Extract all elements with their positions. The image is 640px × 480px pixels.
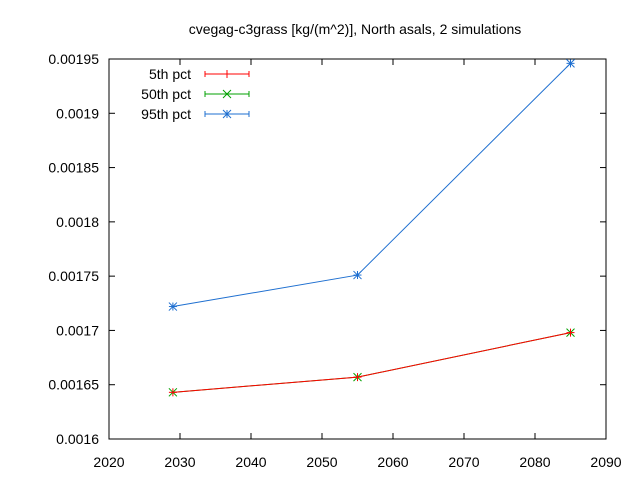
x-tick-label: 2070 bbox=[448, 454, 479, 470]
series-2 bbox=[168, 328, 575, 397]
y-tick-label: 0.0016 bbox=[56, 431, 99, 447]
y-tick-label: 0.00185 bbox=[48, 160, 99, 176]
series-line bbox=[172, 332, 571, 393]
legend-marker bbox=[222, 89, 232, 99]
legend-label: 50th pct bbox=[141, 86, 191, 102]
chart-title: cvegag-c3grass [kg/(m^2)], North asals, … bbox=[189, 21, 522, 37]
y-tick-label: 0.00195 bbox=[48, 51, 99, 67]
data-point bbox=[566, 328, 575, 337]
data-point bbox=[353, 270, 362, 280]
data-point bbox=[168, 388, 177, 397]
y-tick-label: 0.0019 bbox=[56, 105, 99, 121]
x-tick-label: 2020 bbox=[93, 454, 124, 470]
plot-frame bbox=[108, 58, 607, 440]
y-tick-label: 0.00175 bbox=[48, 268, 99, 284]
legend-entry: 95th pct bbox=[141, 106, 250, 122]
y-tick-label: 0.0018 bbox=[56, 214, 99, 230]
legend: 5th pct 50th pct 95th pct bbox=[141, 66, 250, 122]
legend-entry: 50th pct bbox=[141, 86, 250, 102]
x-tick-label: 2080 bbox=[519, 454, 550, 470]
x-tick-label: 2030 bbox=[164, 454, 195, 470]
data-point bbox=[566, 58, 575, 68]
series-1 bbox=[168, 328, 575, 397]
x-tick-label: 2040 bbox=[235, 454, 266, 470]
legend-entry: 5th pct bbox=[149, 66, 250, 82]
x-tick-label: 2090 bbox=[590, 454, 621, 470]
y-tick-label: 0.00165 bbox=[48, 377, 99, 393]
x-tick-label: 2060 bbox=[377, 454, 408, 470]
x-tick-label: 2050 bbox=[306, 454, 337, 470]
legend-label: 95th pct bbox=[141, 106, 191, 122]
data-point bbox=[168, 302, 178, 311]
series-3 bbox=[168, 58, 575, 311]
data-point bbox=[353, 373, 362, 382]
series-line bbox=[172, 62, 571, 308]
series-line bbox=[172, 332, 571, 393]
axis-ticks: 2020 2030 2040 2050 2060 2070 2080 2090 0.0016 0.… bbox=[48, 51, 621, 470]
legend-marker bbox=[223, 70, 231, 78]
legend-marker bbox=[222, 109, 232, 119]
legend-label: 5th pct bbox=[149, 66, 191, 82]
series-layer bbox=[168, 58, 575, 397]
y-tick-label: 0.0017 bbox=[56, 322, 99, 338]
